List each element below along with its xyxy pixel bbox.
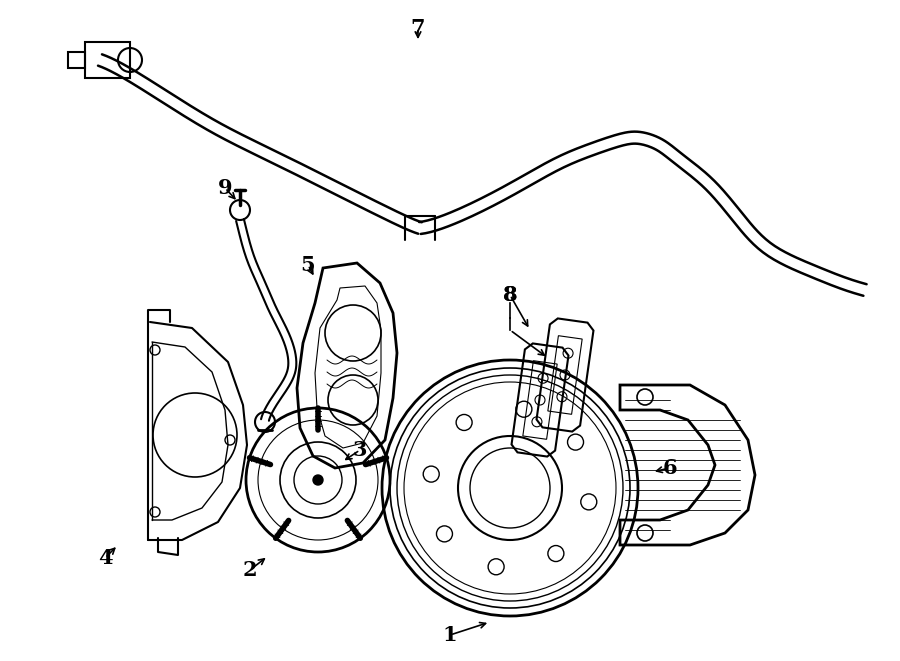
- Text: 9: 9: [218, 178, 232, 198]
- Text: 2: 2: [243, 560, 257, 580]
- Text: 5: 5: [301, 255, 315, 275]
- Text: 8: 8: [503, 285, 517, 305]
- Text: 1: 1: [443, 625, 457, 645]
- Text: 8: 8: [503, 285, 517, 305]
- Text: 7: 7: [410, 18, 425, 38]
- Text: 6: 6: [662, 458, 678, 478]
- Circle shape: [313, 475, 323, 485]
- Text: 3: 3: [353, 440, 367, 460]
- Text: 4: 4: [98, 548, 112, 568]
